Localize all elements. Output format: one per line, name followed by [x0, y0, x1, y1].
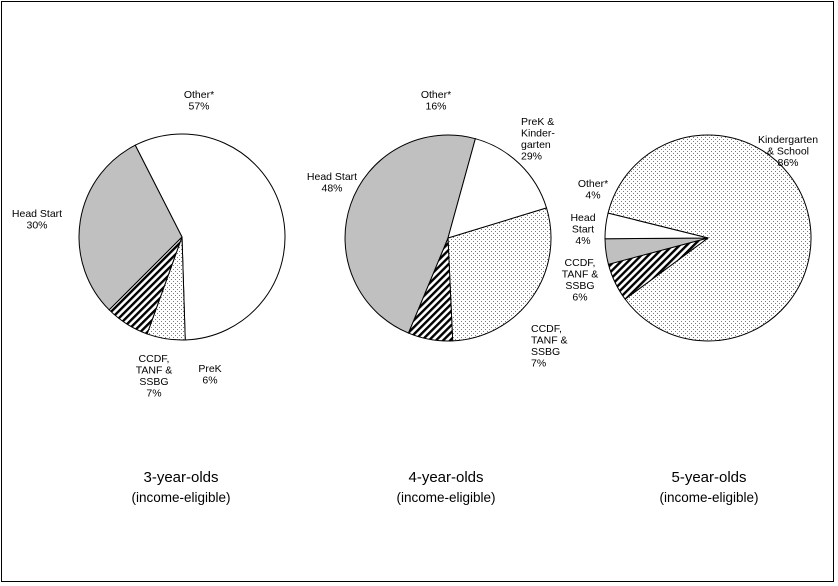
pie-2-slice-1 [447, 207, 552, 342]
label-line: 30% [26, 220, 47, 232]
label-line: Other* [421, 89, 451, 101]
label-line: Kinder- [521, 128, 555, 140]
label-line: 48% [321, 183, 342, 195]
label-line: garten [521, 139, 551, 151]
pie-2-slice-3 [344, 134, 476, 334]
label-line: 86% [777, 157, 798, 169]
label-line: Start [572, 224, 594, 236]
label-line: CCDF, [139, 353, 170, 365]
pie-1-slice-1 [134, 133, 286, 341]
pie-chart-3: Kindergarten & School 86% CCDF, TANF & SSBG 6%… [562, 134, 818, 342]
pie-chart-1: Other* 57% PreK 6% CCDF, TANF & SSBG 7% Head Sta… [12, 89, 286, 400]
label-line: Head [570, 212, 595, 224]
label-line: 16% [425, 101, 446, 113]
label-line: 6% [202, 375, 217, 387]
pie-3-label-4: Other* 4% [578, 178, 608, 202]
label-line: Other* [184, 89, 214, 101]
pie-3-slice-1 [607, 134, 812, 342]
label-line: SSBG [565, 280, 594, 292]
pie-2-caption-subtitle: (income-eligible) [396, 490, 495, 505]
label-line: TANF & [136, 365, 173, 377]
pie-chart-2: PreK & Kinder-garten 29% CCDF, TANF & SSBG 7% H… [307, 89, 568, 370]
pies-layer: Other* 57%PreK 6%CCDF, TANF & SSBG 7%Head Sta… [12, 89, 818, 400]
label-line: SSBG [531, 346, 560, 358]
pie-3-caption-title: 5-year-olds [671, 469, 746, 486]
label-line: PreK & [521, 116, 554, 128]
captions-layer: 3-year-olds (income-eligible) 4-year-olds (… [131, 469, 758, 505]
label-line: 7% [146, 388, 161, 400]
pie-1-label-2: PreK 6% [198, 363, 221, 387]
label-line: Kindergarten [758, 134, 818, 146]
pie-2-label-4: Other* 16% [421, 89, 451, 113]
label-line: 7% [531, 358, 546, 370]
label-line: PreK [198, 363, 221, 375]
label-line: Head Start [307, 171, 357, 183]
label-line: TANF & [531, 335, 568, 347]
pie-2-slice-4 [447, 138, 548, 239]
pie-1-label-3: CCDF, TANF & SSBG 7% [136, 353, 173, 400]
label-line: CCDF, [565, 257, 596, 269]
label-line: 6% [572, 292, 587, 304]
pie-1-slice-4 [78, 144, 183, 311]
label-line: Other* [578, 178, 608, 190]
label-line: 57% [188, 101, 209, 113]
pie-1-label-1: Other* 57% [184, 89, 214, 113]
pie-2-caption-title: 4-year-olds [408, 469, 483, 486]
pie-1-caption-title: 3-year-olds [143, 469, 218, 486]
label-line: 29% [521, 151, 542, 163]
label-line: 4% [575, 235, 590, 247]
pie-2-label-3: Head Start 48% [307, 171, 357, 195]
pie-2-label-2: CCDF, TANF & SSBG 7% [531, 323, 568, 370]
pie-1-label-4: Head Start 30% [12, 208, 62, 232]
pie-2-label-1: PreK & Kinder-garten 29% [521, 116, 555, 163]
label-line: CCDF, [531, 323, 562, 335]
pie-3-slice-4 [604, 212, 709, 240]
pie-3-caption-subtitle: (income-eligible) [659, 490, 758, 505]
pie-3-label-2: CCDF, TANF & SSBG 6% [562, 257, 599, 304]
pie-3-label-3: Head Start 4% [570, 212, 595, 247]
label-line: & School [767, 146, 809, 158]
label-line: 4% [585, 190, 600, 202]
pie-1-caption-subtitle: (income-eligible) [131, 490, 230, 505]
pie-3-label-1: Kindergarten & School 86% [758, 134, 818, 169]
label-line: Head Start [12, 208, 62, 220]
label-line: SSBG [139, 376, 168, 388]
label-line: TANF & [562, 269, 599, 281]
